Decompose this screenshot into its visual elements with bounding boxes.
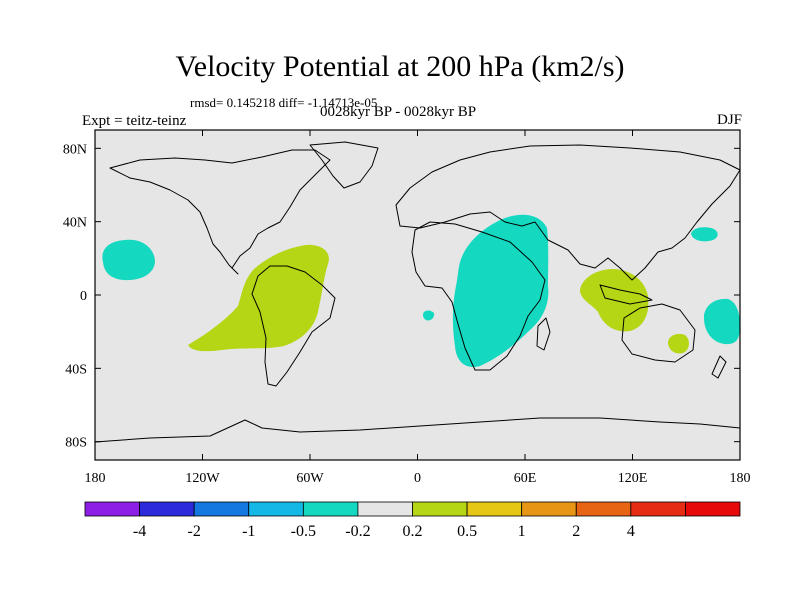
anomaly-region-south-atlantic [423,310,435,321]
colorbar-swatch [139,501,195,517]
lon-tick-label: 180 [730,471,751,486]
coastline-new-zealand [711,355,727,379]
lat-tick-label: 40N [63,216,87,231]
lat-tick-label: 0 [80,289,87,304]
anomaly-region-northwest-pacific [691,227,718,242]
colorbar-swatch [630,501,686,517]
lon-tick-label: 120E [618,471,648,486]
colorbar-label: 1 [518,523,526,540]
stats-text: rmsd= 0.145218 diff= -1.14713e-05 [190,95,378,110]
coastline-maritime-continent [599,284,653,305]
experiment-label: Expt = teitz-teinz [82,113,187,129]
colorbar-label: -2 [188,523,201,540]
colorbar-label: -0.5 [291,523,316,540]
longitude-axis: 180 120W 60W 0 60E 120E 180 [85,130,751,486]
colorbar-label: 2 [572,523,580,540]
coastline-africa [411,221,546,371]
lat-tick-label: 40S [65,362,87,377]
coastline-australia [621,303,696,363]
lon-tick-label: 180 [85,471,106,486]
colorbar-label: -0.2 [345,523,370,540]
period-subtitle: 0028kyr BP - 0028kyr BP [320,104,477,120]
lon-tick-label: 60W [296,471,324,486]
colorbar: -4 -2 -1 -0.5 -0.2 0.2 0.5 1 2 4 [84,501,741,540]
colorbar-swatch [84,501,140,517]
latitude-axis: 80N 40N 0 40S 80S [63,142,740,451]
lat-tick-label: 80N [63,142,87,157]
coastline-madagascar [536,317,551,351]
colorbar-swatch [302,501,359,517]
colorbar-label: 4 [627,523,635,540]
lon-tick-label: 60E [514,471,537,486]
colorbar-swatch [412,501,468,517]
anomaly-region-southwest-pacific [703,298,740,345]
lon-tick-label: 120W [185,471,220,486]
coastline-antarctica [94,417,741,443]
colorbar-label: -4 [133,523,146,540]
lon-tick-label: 0 [414,471,421,486]
coastlines [94,141,741,443]
colorbar-swatch [357,501,413,517]
anomaly-region-north-pacific [102,239,155,281]
colorbar-swatch [685,501,741,517]
anomaly-region-australia [668,333,689,354]
anomaly-region-africa [452,214,549,368]
coastline-north-america [109,149,331,275]
colorbar-swatch [521,501,577,517]
season-label: DJF [716,112,742,128]
coastline-south-america [251,265,336,387]
anomaly-region-south-america [188,244,329,352]
colorbar-swatch [466,501,523,517]
colorbar-swatch [575,501,632,517]
coastline-greenland [309,141,379,189]
coastline-eurasia [395,144,741,281]
colorbar-label: 0.2 [403,523,423,540]
chart-title: Velocity Potential at 200 hPa (km2/s) [175,50,625,83]
anomaly-layer [102,214,740,368]
colorbar-label: -1 [242,523,255,540]
colorbar-label: 0.5 [457,523,477,540]
lat-tick-label: 80S [65,436,87,451]
colorbar-swatch [248,501,304,517]
colorbar-swatch [193,501,250,517]
